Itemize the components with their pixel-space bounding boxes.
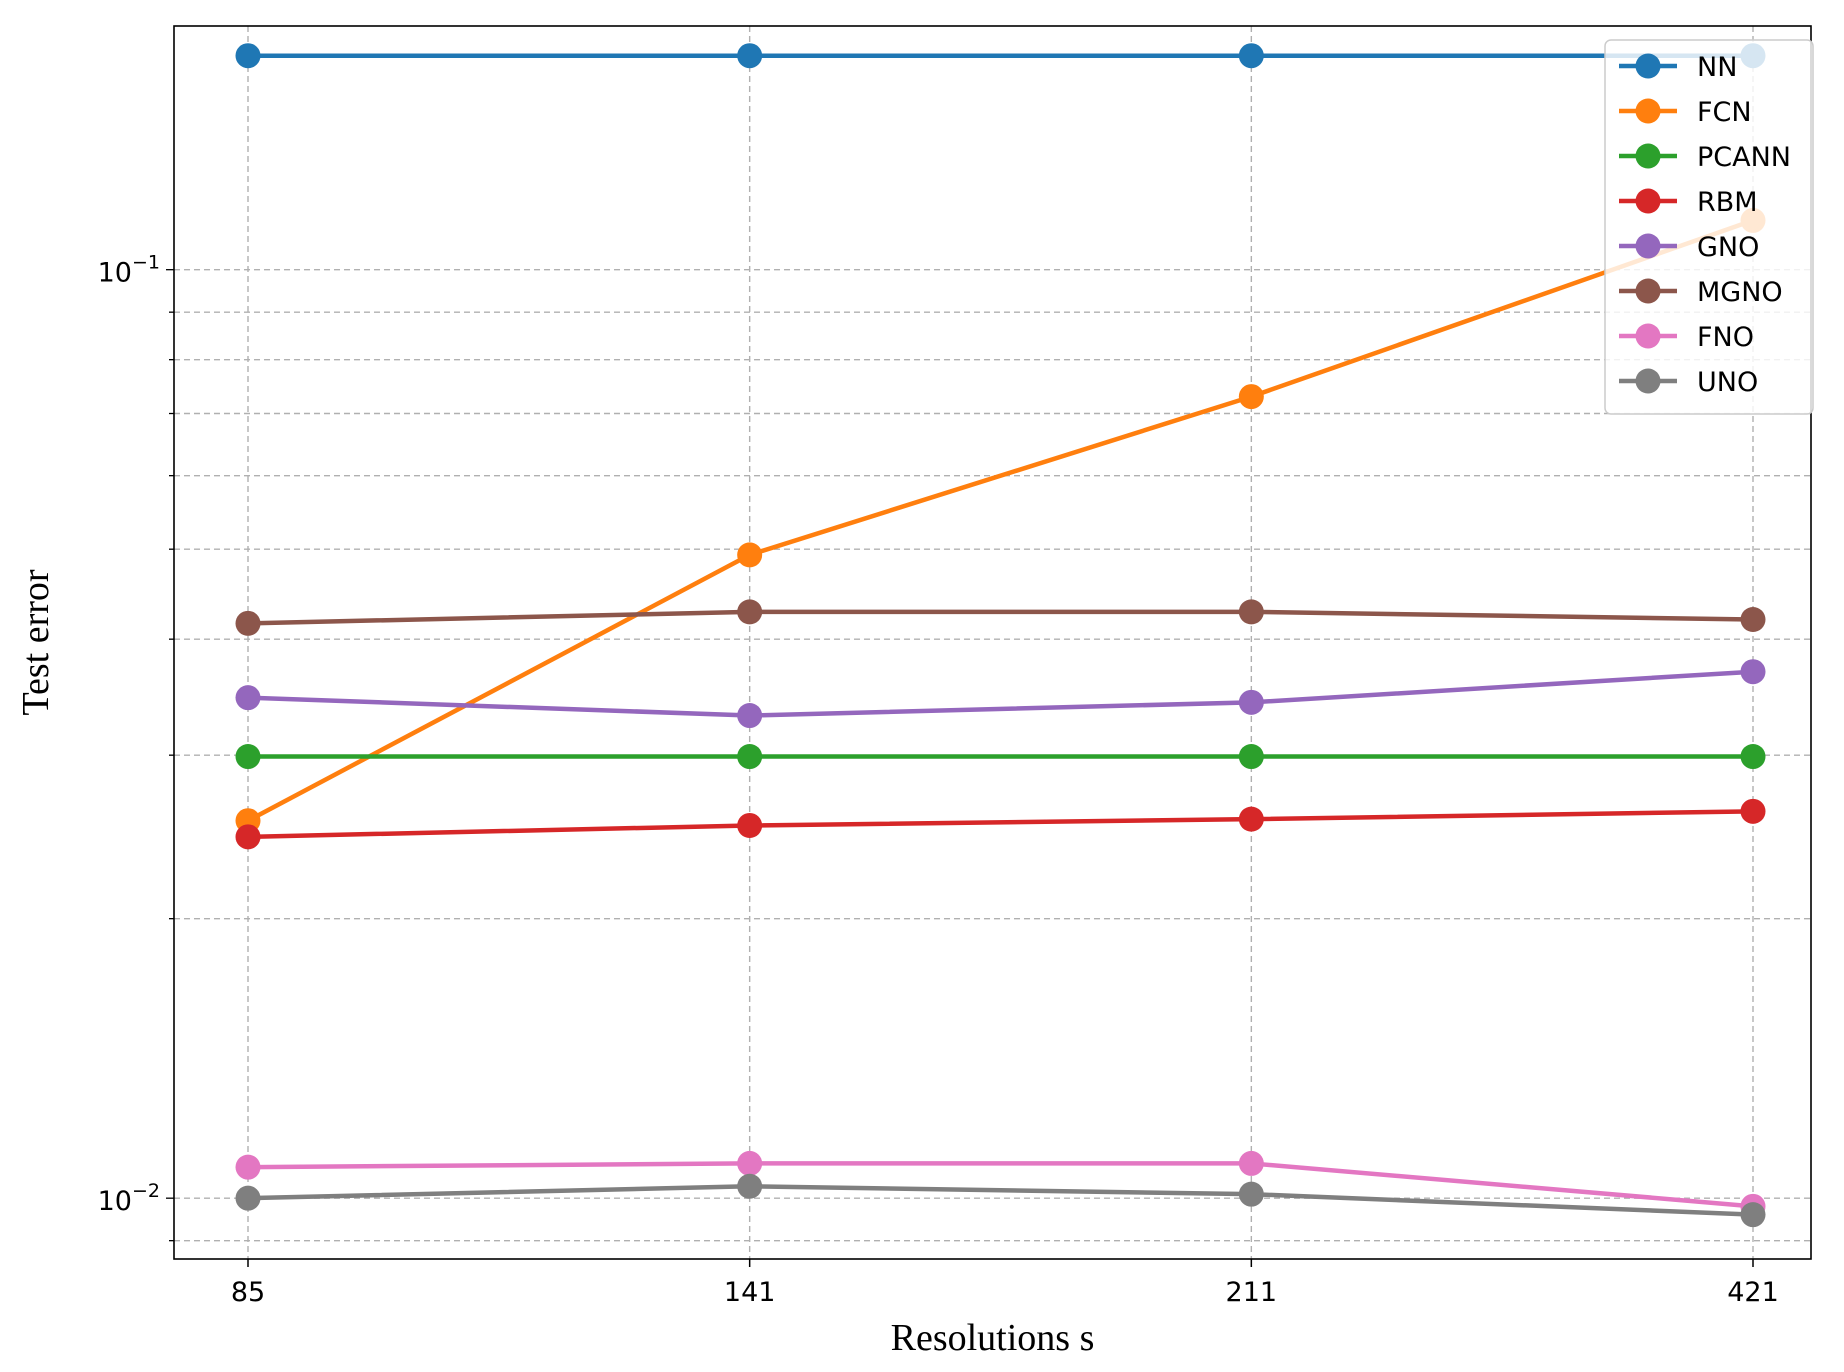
legend-item-pcann: PCANN (1619, 142, 1791, 173)
series-line-gno (247, 669, 1754, 718)
data-point-rbm (235, 824, 261, 850)
series-line-rbm (247, 809, 1754, 840)
legend-swatch-marker (1635, 368, 1661, 394)
legend-label: MGNO (1697, 277, 1783, 308)
legend-swatch-marker (1635, 188, 1661, 214)
data-point-uno (235, 1185, 261, 1211)
data-point-mgno (1238, 599, 1264, 625)
legend-label: FNO (1697, 322, 1754, 353)
legend-box (1604, 39, 1814, 415)
legend-item-uno: UNO (1619, 367, 1758, 398)
legend-swatch-marker (1635, 278, 1661, 304)
x-tick-label: 421 (1727, 1277, 1779, 1308)
legend-item-gno: GNO (1619, 232, 1759, 263)
legend-swatch-marker (1635, 233, 1661, 259)
series-rbm (235, 798, 1766, 850)
data-point-mgno (1740, 606, 1766, 632)
legend-swatch-marker (1635, 143, 1661, 169)
data-point-uno (1238, 1181, 1264, 1207)
series-mgno (235, 599, 1766, 636)
axis-ticks: 85 141 211 421 10−2 10−1 (98, 252, 1779, 1308)
x-axis-label: Resolutions s (891, 1317, 1095, 1359)
series-uno (235, 1173, 1766, 1228)
series-line-mgno (247, 609, 1754, 626)
data-point-pcann (1238, 744, 1264, 770)
data-point-uno (1740, 1202, 1766, 1228)
legend-item-fno: FNO (1619, 322, 1754, 353)
y-tick-label: 10−2 (98, 1180, 160, 1217)
x-tick-label: 85 (231, 1277, 265, 1308)
data-point-mgno (235, 610, 261, 636)
y-axis-label: Test error (15, 569, 57, 715)
data-point-rbm (737, 812, 763, 838)
data-point-gno (235, 685, 261, 711)
legend-item-fcn: FCN (1619, 97, 1752, 128)
data-point-mgno (737, 599, 763, 625)
x-tick-label: 141 (724, 1277, 776, 1308)
legend-swatch-marker (1635, 323, 1661, 349)
data-point-rbm (1740, 798, 1766, 824)
legend-label: GNO (1697, 232, 1759, 263)
data-point-pcann (235, 744, 261, 770)
legend-label: UNO (1697, 367, 1758, 398)
legend-swatch-marker (1635, 53, 1661, 79)
data-point-gno (1740, 659, 1766, 685)
data-point-pcann (737, 744, 763, 770)
data-point-fcn (737, 542, 763, 568)
x-tick-label: 211 (1226, 1277, 1278, 1308)
legend-item-rbm: RBM (1619, 187, 1758, 218)
legend-label: RBM (1697, 187, 1758, 218)
data-point-gno (737, 703, 763, 729)
data-point-uno (737, 1173, 763, 1199)
legend-item-mgno: MGNO (1619, 277, 1783, 308)
data-point-rbm (1238, 806, 1264, 832)
legend-label: FCN (1697, 97, 1752, 128)
data-point-fno (1238, 1150, 1264, 1176)
data-point-fno (737, 1150, 763, 1176)
data-point-gno (1238, 689, 1264, 715)
series-line-fno (247, 1161, 1754, 1209)
data-point-pcann (1740, 744, 1766, 770)
legend-label: NN (1697, 52, 1737, 83)
series-pcann (235, 744, 1766, 770)
legend: NN FCN PCANN RBM GNO MGNO FNO UNO (1604, 39, 1814, 415)
data-point-fno (235, 1154, 261, 1180)
series-group (235, 43, 1766, 1228)
y-tick-label: 10−1 (98, 252, 160, 289)
data-point-fcn (1238, 384, 1264, 410)
series-line-fcn (246, 218, 1754, 823)
legend-label: PCANN (1697, 142, 1791, 173)
legend-swatch-marker (1635, 98, 1661, 124)
data-point-nn (235, 43, 261, 69)
legend-item-nn: NN (1619, 52, 1737, 83)
data-point-nn (737, 43, 763, 69)
series-gno (235, 659, 1766, 729)
data-point-nn (1238, 43, 1264, 69)
series-line-uno (247, 1184, 1754, 1217)
plot-frame (173, 25, 1812, 1260)
